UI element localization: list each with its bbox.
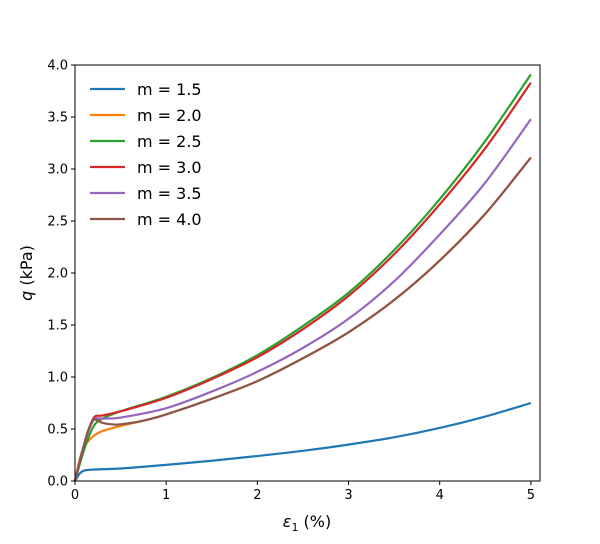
legend-label: m = 4.0 <box>137 210 202 229</box>
x-tick-label: 4 <box>436 488 444 503</box>
legend-label: m = 3.0 <box>137 158 202 177</box>
series-line-0 <box>74 401 532 482</box>
x-axis-label: ε1 (%) <box>283 512 331 534</box>
legend-label: m = 2.5 <box>137 132 202 151</box>
x-tick-label: 1 <box>162 488 170 503</box>
legend-label: m = 3.5 <box>137 184 202 203</box>
legend-label: m = 2.0 <box>137 106 202 125</box>
x-tick-label: 2 <box>253 488 261 503</box>
y-tick-label: 0.5 <box>47 423 68 438</box>
y-tick-label: 2.0 <box>47 267 68 282</box>
y-tick-label: 2.5 <box>47 215 68 230</box>
y-tick-label: 1.0 <box>47 371 68 386</box>
series-line-2 <box>73 73 532 482</box>
x-tick-label: 5 <box>527 488 535 503</box>
series-line-3 <box>73 82 532 482</box>
y-axis-ticks: 0.0 0.5 1.0 1.5 2.0 2.5 3.0 3.5 4.0 <box>47 59 75 490</box>
x-tick-label: 0 <box>71 488 79 503</box>
y-axis-label: q (kPa) <box>17 245 36 301</box>
y-tick-label: 3.0 <box>47 163 68 178</box>
y-tick-label: 4.0 <box>47 59 68 74</box>
legend-label: m = 1.5 <box>137 80 202 99</box>
series-line-1 <box>73 156 532 482</box>
x-tick-label: 3 <box>344 488 352 503</box>
y-tick-label: 1.5 <box>47 319 68 334</box>
series-line-5 <box>73 156 532 482</box>
y-tick-label: 3.5 <box>47 111 68 126</box>
series-lines <box>73 73 532 482</box>
legend: m = 1.5 m = 2.0 m = 2.5 m = 3.0 m = 3.5 m = 4… <box>90 80 202 229</box>
x-axis-ticks: 0 1 2 3 4 5 <box>71 481 535 503</box>
y-tick-label: 0.0 <box>47 475 68 490</box>
axes-frame <box>74 64 541 482</box>
